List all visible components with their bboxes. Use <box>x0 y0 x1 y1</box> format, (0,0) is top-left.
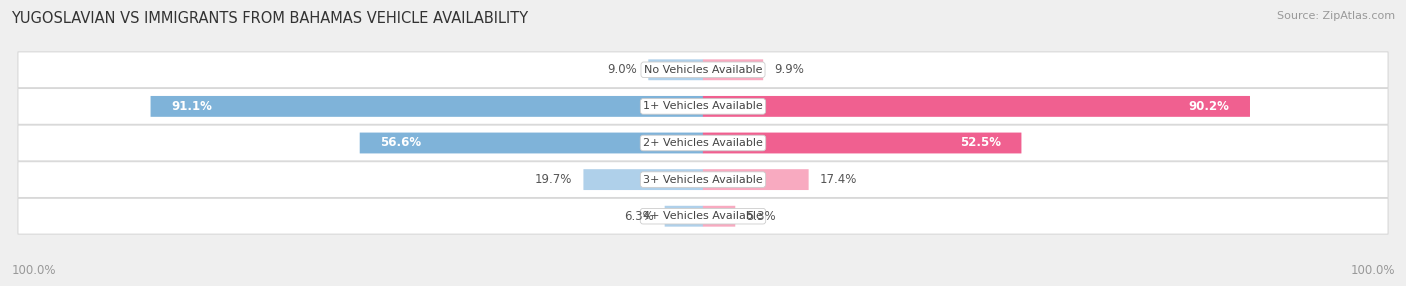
Text: 9.9%: 9.9% <box>775 63 804 76</box>
FancyBboxPatch shape <box>665 206 703 227</box>
Text: 2+ Vehicles Available: 2+ Vehicles Available <box>643 138 763 148</box>
FancyBboxPatch shape <box>703 59 763 80</box>
FancyBboxPatch shape <box>18 88 1388 124</box>
Text: 17.4%: 17.4% <box>820 173 856 186</box>
FancyBboxPatch shape <box>583 169 703 190</box>
Text: 4+ Vehicles Available: 4+ Vehicles Available <box>643 211 763 221</box>
Text: Source: ZipAtlas.com: Source: ZipAtlas.com <box>1277 11 1395 21</box>
Text: 56.6%: 56.6% <box>381 136 422 150</box>
Text: 19.7%: 19.7% <box>536 173 572 186</box>
FancyBboxPatch shape <box>18 162 1388 198</box>
FancyBboxPatch shape <box>150 96 703 117</box>
FancyBboxPatch shape <box>18 198 1388 234</box>
Text: 52.5%: 52.5% <box>960 136 1001 150</box>
Text: 90.2%: 90.2% <box>1188 100 1229 113</box>
Text: YUGOSLAVIAN VS IMMIGRANTS FROM BAHAMAS VEHICLE AVAILABILITY: YUGOSLAVIAN VS IMMIGRANTS FROM BAHAMAS V… <box>11 11 529 26</box>
FancyBboxPatch shape <box>703 169 808 190</box>
FancyBboxPatch shape <box>648 59 703 80</box>
Text: 91.1%: 91.1% <box>172 100 212 113</box>
FancyBboxPatch shape <box>703 96 1250 117</box>
Text: 5.3%: 5.3% <box>747 210 776 223</box>
Text: 1+ Vehicles Available: 1+ Vehicles Available <box>643 102 763 111</box>
Text: 3+ Vehicles Available: 3+ Vehicles Available <box>643 175 763 184</box>
FancyBboxPatch shape <box>703 206 735 227</box>
Text: No Vehicles Available: No Vehicles Available <box>644 65 762 75</box>
Text: 100.0%: 100.0% <box>1350 265 1395 277</box>
Text: 100.0%: 100.0% <box>11 265 56 277</box>
Text: 9.0%: 9.0% <box>607 63 637 76</box>
FancyBboxPatch shape <box>703 133 1021 153</box>
Text: 6.3%: 6.3% <box>624 210 654 223</box>
FancyBboxPatch shape <box>18 125 1388 161</box>
FancyBboxPatch shape <box>18 52 1388 88</box>
FancyBboxPatch shape <box>360 133 703 153</box>
